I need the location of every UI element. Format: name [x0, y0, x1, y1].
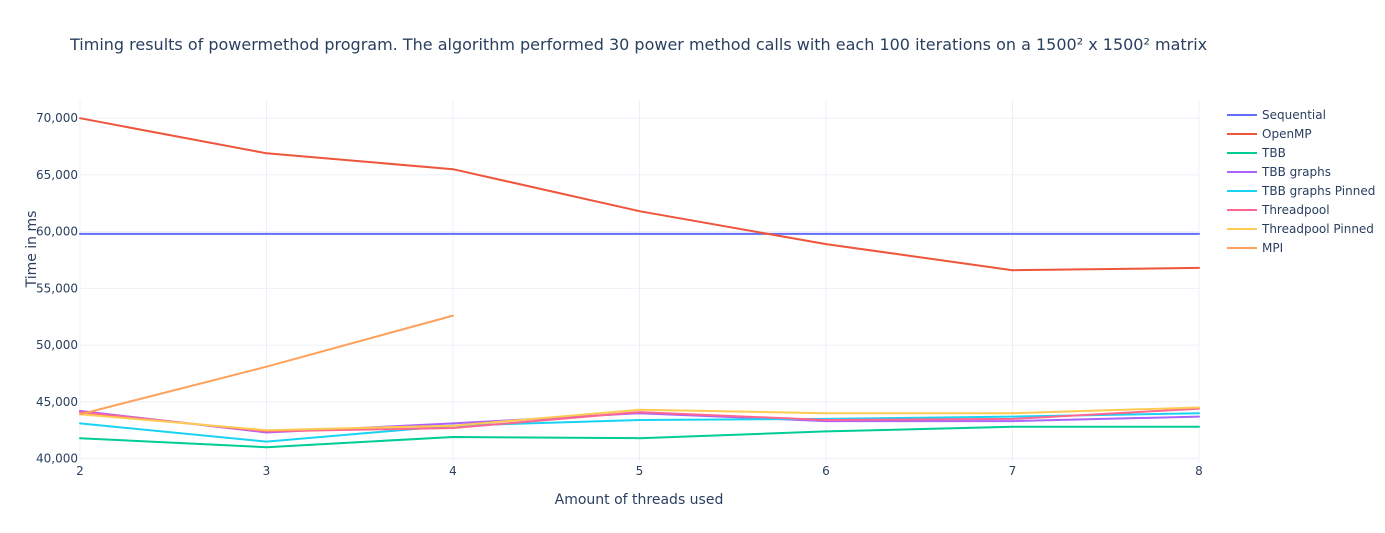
series-line-threadpool[interactable]	[79, 407, 1200, 433]
legend-label: Threadpool Pinned	[1261, 222, 1374, 236]
x-tick-label: 5	[636, 464, 644, 478]
legend-item[interactable]: Threadpool Pinned	[1227, 222, 1374, 236]
legend-item[interactable]: OpenMP	[1227, 127, 1312, 141]
legend-item[interactable]: TBB	[1227, 146, 1286, 160]
x-tick-label: 4	[449, 464, 457, 478]
series-line-threadpool-pinned[interactable]	[79, 406, 1200, 432]
x-tick-label: 8	[1195, 464, 1203, 478]
y-axis-label: Time in ms	[24, 211, 40, 289]
series-line-tbb-graphs-pinned[interactable]	[79, 412, 1200, 443]
x-tick-label: 6	[822, 464, 830, 478]
grid	[79, 100, 1200, 462]
legend-label: TBB graphs Pinned	[1261, 184, 1375, 198]
legend-item[interactable]: Sequential	[1227, 108, 1326, 122]
series-line-tbb[interactable]	[79, 425, 1200, 449]
legend-label: Sequential	[1262, 108, 1326, 122]
x-tick-label: 2	[76, 464, 84, 478]
y-tick-label: 50,000	[36, 338, 78, 352]
legend-label: MPI	[1262, 241, 1283, 255]
legend-label: OpenMP	[1262, 127, 1312, 141]
legend[interactable]: Sequential OpenMP TBB TBB graphs TBB graphs …	[1227, 108, 1375, 255]
legend-label: TBB	[1261, 146, 1286, 160]
y-tick-label: 45,000	[36, 395, 78, 409]
plot-area[interactable]	[79, 117, 1200, 449]
legend-label: Threadpool	[1261, 203, 1330, 217]
series-line-tbb-graphs[interactable]	[79, 409, 1200, 434]
chart-title: Timing results of powermethod program. T…	[69, 35, 1207, 54]
x-axis-label: Amount of threads used	[555, 492, 724, 508]
y-tick-label: 60,000	[36, 225, 78, 239]
y-tick-label: 70,000	[36, 111, 78, 125]
y-tick-label: 55,000	[36, 281, 78, 295]
x-tick-label: 3	[263, 464, 271, 478]
legend-item[interactable]: Threadpool	[1227, 203, 1330, 217]
x-axis-ticks: 2 3 4 5 6 7 8	[76, 464, 1203, 478]
legend-item[interactable]: MPI	[1227, 241, 1283, 255]
y-tick-label: 65,000	[36, 168, 78, 182]
y-tick-label: 40,000	[36, 452, 78, 466]
series-line-openmp[interactable]	[79, 117, 1200, 272]
series-line-mpi[interactable]	[79, 314, 454, 416]
legend-label: TBB graphs	[1261, 165, 1331, 179]
legend-item[interactable]: TBB graphs Pinned	[1227, 184, 1375, 198]
legend-item[interactable]: TBB graphs	[1227, 165, 1331, 179]
x-tick-label: 7	[1009, 464, 1017, 478]
y-axis-ticks: 40,000 45,000 50,000 55,000 60,000 65,000 70,0…	[36, 111, 78, 465]
